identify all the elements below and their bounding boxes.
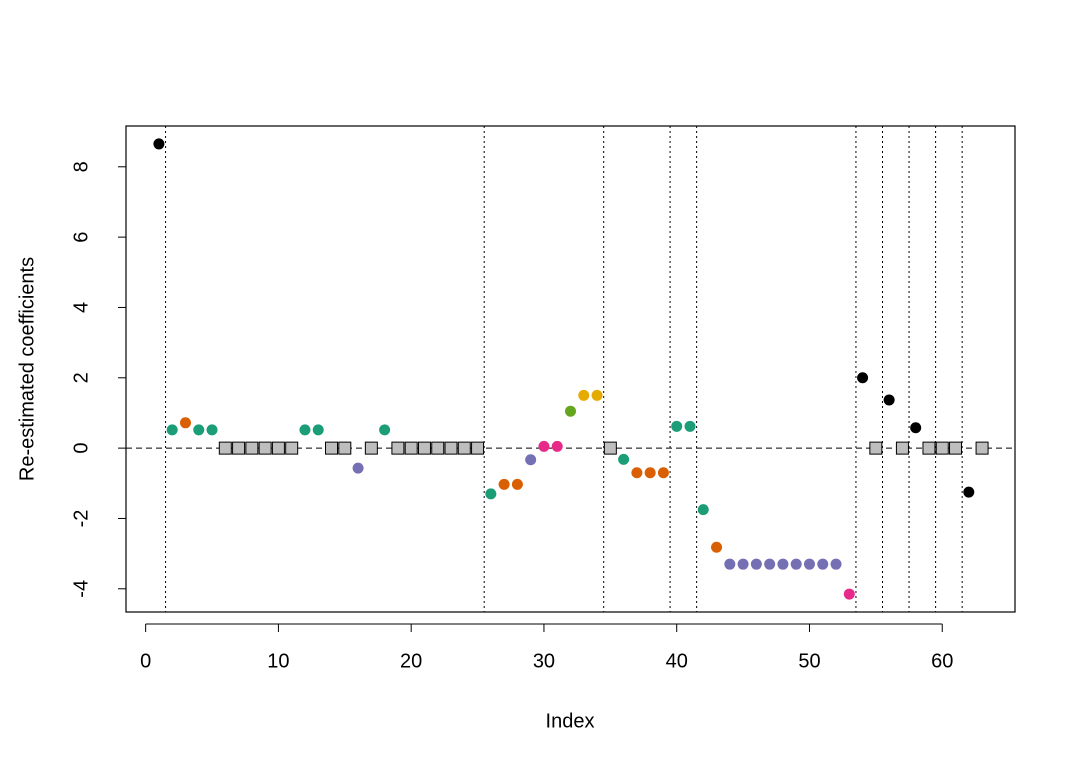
point (444, 441, 458, 455)
point (631, 467, 643, 479)
point (963, 486, 975, 498)
point (671, 420, 683, 432)
point (364, 441, 378, 455)
y-tick-label: 8 (70, 161, 92, 172)
x-tick-label: 40 (666, 650, 688, 672)
point (206, 424, 218, 436)
point (777, 558, 789, 570)
point (817, 558, 829, 570)
point (697, 504, 709, 516)
point (949, 441, 963, 455)
point (764, 558, 776, 570)
point (218, 441, 232, 455)
point (299, 424, 311, 436)
y-tick-label: -2 (70, 510, 92, 528)
x-tick-label: 20 (400, 650, 422, 672)
point (711, 541, 723, 553)
point (618, 453, 630, 465)
point (657, 467, 669, 479)
point (565, 405, 576, 417)
point (285, 441, 299, 455)
point (457, 441, 471, 455)
point (525, 454, 537, 466)
point (551, 440, 563, 452)
point (975, 441, 989, 455)
point (312, 424, 324, 436)
point (684, 420, 696, 432)
x-tick-label: 0 (140, 650, 151, 672)
point (922, 441, 936, 455)
x-tick-label: 10 (267, 650, 289, 672)
point (790, 558, 802, 570)
point (869, 441, 883, 455)
point (417, 441, 431, 455)
point (391, 441, 405, 455)
x-tick-label: 50 (798, 650, 820, 672)
y-tick-label: 0 (70, 443, 92, 454)
point (737, 558, 749, 570)
point (935, 441, 949, 455)
point (271, 441, 285, 455)
point (498, 478, 510, 490)
point (603, 441, 617, 455)
x-tick-label: 30 (533, 650, 555, 672)
point (883, 394, 895, 406)
point (724, 558, 736, 570)
point (166, 424, 178, 436)
point (750, 558, 762, 570)
point (431, 441, 445, 455)
plot-frame (125, 125, 1016, 613)
point (404, 441, 418, 455)
point (471, 441, 485, 455)
point (232, 441, 246, 455)
point (830, 558, 842, 570)
y-tick-label: -4 (70, 580, 92, 598)
point (591, 389, 603, 401)
y-tick-label: 2 (70, 372, 92, 383)
point (803, 558, 815, 570)
point (857, 372, 869, 384)
y-axis-label: Re-estimated coefficients (16, 257, 38, 481)
x-tick-label: 60 (931, 650, 953, 672)
point (843, 588, 855, 600)
point (511, 478, 523, 490)
y-tick-label: 4 (70, 302, 92, 313)
point (644, 467, 656, 479)
point (485, 488, 497, 500)
point (338, 441, 352, 455)
y-tick-label: 6 (70, 232, 92, 243)
point (245, 441, 259, 455)
point (379, 424, 391, 436)
point (258, 441, 272, 455)
point (895, 441, 909, 455)
point (325, 441, 339, 455)
point (578, 389, 590, 401)
point (179, 417, 191, 429)
point (193, 424, 205, 436)
point (538, 440, 550, 452)
point (153, 138, 165, 150)
point (910, 422, 922, 434)
x-axis-label: Index (546, 710, 595, 732)
point (352, 462, 364, 474)
